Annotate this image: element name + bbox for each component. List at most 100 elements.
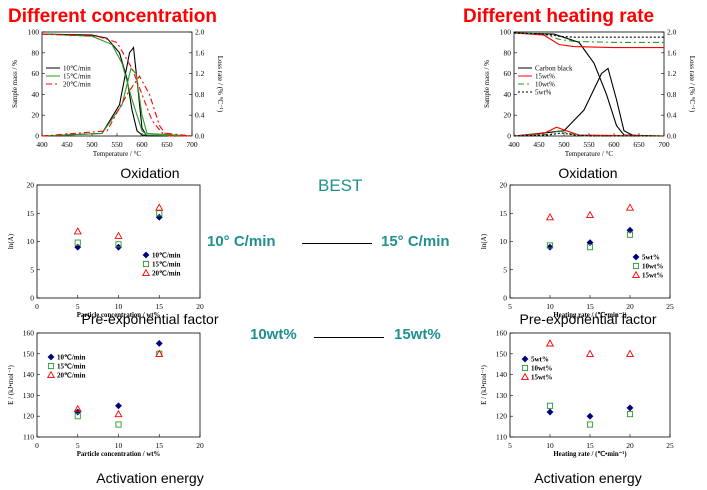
y-tick-label: 0 (35, 132, 39, 141)
legend-label: 15wt% (642, 272, 663, 280)
y2-tick-label: 2.0 (667, 28, 677, 37)
x-tick-label: 700 (658, 140, 670, 149)
rate-from-label: 10° C/min (207, 233, 276, 250)
x-tick-label: 500 (558, 140, 570, 149)
legend-label: 15℃/min (63, 73, 91, 81)
legend-label: 20℃/min (152, 270, 181, 278)
mass-curve-1 (41, 33, 193, 137)
y2-tick-label: 1.2 (667, 69, 677, 78)
heading-different-concentration: Different concentration (8, 6, 218, 27)
y-tick-label: 150 (496, 349, 508, 358)
y-tick-label: 100 (500, 28, 512, 37)
y-tick-label: 10 (500, 237, 508, 246)
x-tick-label: 20 (626, 441, 634, 450)
legend-label: 15℃/min (57, 363, 86, 371)
data-point-1-1 (115, 241, 122, 248)
x-tick-label: 25 (666, 302, 674, 311)
legend-marker (632, 253, 640, 261)
data-point-2-0 (545, 339, 555, 347)
best-label: BEST (318, 176, 363, 195)
x-tick-label: 0 (35, 302, 39, 311)
data-point-0-0 (546, 243, 554, 251)
y-tick-label: 20 (27, 181, 35, 190)
legend-marker (142, 260, 150, 268)
y2-axis-label: Loss rate / (% °C⁻¹) (688, 56, 696, 113)
x-tick-label: 650 (161, 140, 173, 149)
legend-label: 5wt% (535, 89, 552, 97)
x-axis-label: Temperature / °C (565, 150, 614, 158)
y2-tick-label: 0.0 (195, 132, 205, 141)
data-point-1-0 (546, 402, 554, 409)
data-point-1-0 (74, 239, 81, 246)
y-tick-label: 120 (496, 412, 508, 421)
legend-marker (47, 353, 55, 361)
y2-tick-label: 0.8 (195, 90, 205, 99)
x-tick-label: 450 (61, 140, 73, 149)
x-axis-label: Particle concentration / wt% (77, 451, 161, 458)
legend-label: 15℃/min (152, 261, 181, 269)
oxidation-label-left: Oxidation (120, 165, 180, 181)
legend-label: Carbon black (535, 65, 573, 73)
mass-curve-1 (513, 32, 664, 49)
x-tick-label: 5 (76, 302, 80, 311)
x-tick-label: 5 (508, 302, 512, 311)
x-tick-label: 10 (546, 441, 554, 450)
y-tick-label: 160 (23, 329, 35, 338)
x-tick-label: 400 (36, 140, 48, 149)
y2-tick-label: 0.4 (195, 111, 205, 120)
y-axis-label: ln(A) (7, 233, 15, 249)
legend-label: 10℃/min (63, 65, 91, 73)
activation-label-right: Activation energy (534, 470, 642, 486)
pre-exp-label-right: Pre-exponential factor (519, 311, 657, 327)
legend-label: 10℃/min (57, 354, 86, 362)
data-point-0-2 (626, 404, 634, 412)
y-tick-label: 140 (496, 370, 508, 379)
legend-label: 10wt% (535, 81, 555, 89)
x-tick-label: 15 (156, 441, 164, 450)
legend-marker (632, 262, 640, 270)
legend-marker (521, 355, 529, 363)
y-axis-label: Sample mass / % (483, 60, 491, 108)
y2-tick-label: 1.6 (195, 48, 205, 57)
y2-axis-label: Loss rate / (% °C⁻¹) (216, 56, 224, 113)
x-tick-label: 20 (196, 441, 204, 450)
y-tick-label: 20 (504, 111, 512, 120)
oxidation-label-right: Oxidation (558, 165, 618, 181)
y-tick-label: 0 (503, 294, 507, 303)
wt-from-label: 10wt% (250, 326, 297, 343)
rate-curve-0 (513, 67, 664, 137)
y2-tick-label: 2.0 (195, 28, 205, 37)
data-point-0-1 (586, 412, 594, 420)
legend-marker (521, 364, 529, 372)
x-tick-label: 15 (156, 302, 164, 311)
legend-marker (631, 270, 641, 279)
activation-label-left: Activation energy (96, 470, 204, 486)
legend-label: 15wt% (535, 73, 555, 81)
y2-tick-label: 0.4 (667, 111, 677, 120)
y2-tick-label: 1.6 (667, 48, 677, 57)
data-point-1-0 (74, 413, 81, 420)
mass-curve-2 (41, 33, 193, 137)
y-tick-label: 0 (30, 294, 34, 303)
x-tick-label: 450 (533, 140, 545, 149)
rate-connector-line (302, 243, 372, 244)
x-tick-label: 15 (586, 441, 594, 450)
rate-curve-2 (513, 130, 664, 137)
x-tick-label: 10 (115, 302, 123, 311)
y-tick-label: 80 (32, 48, 40, 57)
y-tick-label: 0 (507, 132, 511, 141)
pre-exp-label-left: Pre-exponential factor (81, 311, 219, 327)
y2-tick-label: 0.0 (667, 132, 677, 141)
wt-to-label: 15wt% (394, 326, 441, 343)
mass-curve-3 (513, 32, 664, 38)
y-tick-label: 60 (32, 69, 40, 78)
y-tick-label: 120 (23, 412, 35, 421)
y-tick-label: 15 (500, 209, 508, 218)
data-point-2-0 (545, 212, 555, 221)
y-tick-label: 110 (23, 433, 34, 442)
y-tick-label: 160 (496, 329, 508, 338)
x-tick-label: 5 (508, 441, 512, 450)
x-tick-label: 400 (508, 140, 520, 149)
